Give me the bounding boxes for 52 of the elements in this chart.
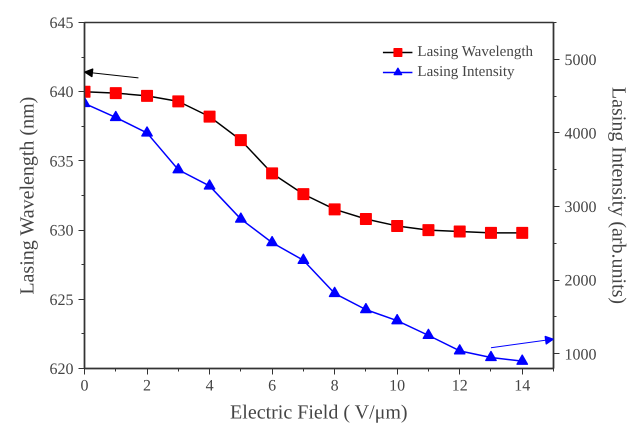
x-tick-label: 0 — [80, 378, 88, 394]
x-tick-label: 8 — [330, 378, 339, 394]
point — [172, 95, 184, 108]
point — [484, 350, 497, 362]
point — [234, 212, 247, 223]
point — [454, 344, 466, 355]
point — [422, 328, 434, 340]
y2-tick-label: 2000 — [564, 272, 596, 290]
point — [141, 90, 154, 102]
x-tick-label: 10 — [389, 378, 406, 394]
point — [391, 220, 404, 232]
y2-tick-label: 3000 — [564, 199, 596, 216]
point — [516, 226, 528, 239]
y-tick-label: 620 — [50, 361, 74, 378]
x-tick-label: 4 — [206, 378, 214, 394]
point — [360, 213, 372, 226]
y2-axis-title: Lasing Intensity (arb.units) — [608, 86, 630, 304]
legend-label: Lasing Wavelength — [417, 44, 533, 60]
point — [297, 253, 310, 264]
y2-tick-label: 4000 — [564, 125, 596, 142]
point — [328, 286, 341, 298]
x-axis-title: Electric Field ( V/μm) — [230, 402, 408, 424]
y-tick-label: 630 — [50, 222, 74, 240]
y-tick-label: 625 — [50, 292, 74, 309]
point — [141, 126, 154, 137]
point — [484, 226, 497, 239]
x-tick-label: 14 — [514, 378, 530, 394]
y-axis-title: Lasing Wavelength (nm) — [16, 96, 38, 295]
point — [110, 110, 122, 122]
y-tick-label: 645 — [50, 15, 74, 32]
point — [172, 162, 184, 174]
legend-label: Lasing Intensity — [417, 64, 514, 80]
point — [204, 179, 216, 190]
point — [266, 167, 278, 180]
point — [360, 302, 372, 314]
point — [266, 236, 278, 246]
x-tick-label: 6 — [268, 378, 276, 394]
point — [516, 354, 528, 365]
point — [391, 314, 404, 324]
x-tick-label: 2 — [143, 378, 152, 394]
point — [204, 110, 216, 123]
y2-tick-label: 5000 — [564, 52, 596, 69]
point — [234, 134, 247, 146]
point — [328, 203, 341, 216]
point — [110, 87, 122, 100]
point — [454, 225, 466, 238]
point — [422, 224, 434, 236]
y-tick-label: 640 — [50, 84, 74, 102]
x-tick-label: 12 — [452, 378, 468, 394]
y-tick-label: 635 — [50, 153, 74, 170]
point — [297, 188, 310, 200]
y2-tick-label: 1000 — [564, 346, 596, 364]
